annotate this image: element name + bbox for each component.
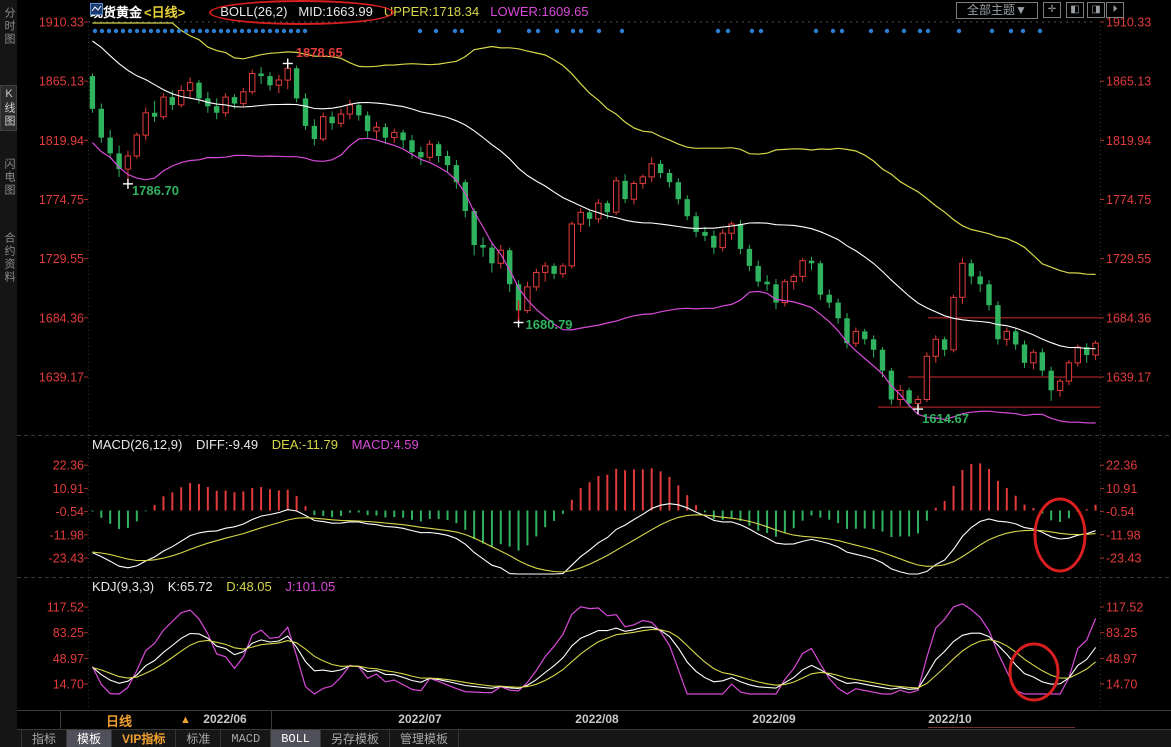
kdj-panel-header: KDJ(9,3,3) K:65.72 D:48.05 J:101.05 [92,579,345,595]
svg-text:-0.54: -0.54 [56,505,85,519]
sidebar-item-timeshare[interactable]: 分时图 [3,7,15,46]
svg-text:22.36: 22.36 [1106,459,1137,473]
kdj-j-value: J:101.05 [285,579,336,594]
annotation-markers [122,58,924,415]
tab-标准[interactable]: 标准 [176,730,222,747]
macd-value: MACD:4.59 [351,437,419,452]
svg-text:117.52: 117.52 [1106,601,1143,615]
tab-VIP指标[interactable]: VIP指标 [112,730,177,747]
svg-text:48.97: 48.97 [1106,652,1137,666]
svg-text:117.52: 117.52 [47,601,84,615]
price-annotation-low-1: 1786.70 [131,182,179,198]
price-annotation-low-3: 1614.67 [922,411,970,427]
date-axis-row [17,710,1171,730]
svg-text:1819.94: 1819.94 [39,134,84,148]
svg-text:1819.94: 1819.94 [1106,134,1151,148]
tab-指标[interactable]: 指标 [21,730,68,747]
svg-text:1729.55: 1729.55 [39,252,84,266]
macd-diff-value: DIFF:-9.49 [195,437,259,452]
macd-histogram [91,463,1097,551]
svg-text:83.25: 83.25 [53,626,84,640]
x-axis-date-label: 2022/08 [575,712,619,726]
svg-text:-23.43: -23.43 [1106,552,1141,566]
svg-text:-11.98: -11.98 [1106,528,1141,542]
svg-text:-0.54: -0.54 [1106,505,1135,519]
macd-axis-labels: 22.36 22.36 10.91 10.91 -0.54 -0.54 -11.98 -11.… [49,459,1142,566]
symbol-name: 现货黄金 [90,4,143,20]
svg-text:48.97: 48.97 [53,652,84,666]
panel-expand-icon-button[interactable]: ⏵ [1106,2,1124,18]
kdj-k-value: K:65.72 [167,579,213,594]
sidebar-item-lightning[interactable]: 闪电图 [3,158,15,197]
chart-header: 现货黄金 <日线> BOLL(26,2) MID:1663.99 UPPER:1… [90,3,589,20]
svg-text:14.70: 14.70 [53,677,84,691]
svg-text:1865.13: 1865.13 [39,75,84,89]
tab-另存模板[interactable]: 另存模板 [321,730,391,747]
indicator-icon [90,3,209,17]
svg-text:1729.55: 1729.55 [1106,252,1151,266]
tab-BOLL[interactable]: BOLL [271,730,322,747]
boll-indicator-label: BOLL(26,2) [220,3,288,19]
kdj-axis-labels: 117.52 117.52 83.25 83.25 48.97 48.97 14.70 14.… [47,601,1144,692]
period-label: 日线 [106,713,133,729]
svg-text:1774.75: 1774.75 [39,193,84,207]
boll-lower-value: LOWER:1609.65 [490,3,589,19]
x-axis-date-label: 2022/10 [928,712,972,726]
grid-lines [17,21,1171,728]
left-sidebar: 分时图 K线图 闪电图 合约资料 [0,0,18,747]
svg-text:1774.75: 1774.75 [1106,193,1151,207]
event-dot-markers [92,28,1043,34]
kdj-label: KDJ(9,3,3) [92,579,155,594]
scale-right-icon-button[interactable]: ◨ [1087,2,1105,18]
boll-bands [91,22,1096,424]
boll-upper-value: UPPER:1718.34 [383,3,480,19]
tab-MACD[interactable]: MACD [221,730,272,747]
svg-text:10.91: 10.91 [1106,482,1137,496]
svg-text:1910.33: 1910.33 [39,16,84,30]
macd-dea-value: DEA:-11.79 [271,437,338,452]
scale-left-icon-button[interactable]: ◧ [1066,2,1084,18]
svg-text:1865.13: 1865.13 [1106,75,1151,89]
svg-text:1639.17: 1639.17 [39,371,84,385]
candles [89,63,1099,410]
tab-管理模板[interactable]: 管理模板 [390,730,460,747]
tab-模板[interactable]: 模板 [67,730,113,747]
svg-text:1684.36: 1684.36 [1106,311,1151,325]
svg-text:1910.33: 1910.33 [1106,16,1151,30]
sidebar-item-kline[interactable]: K线图 [0,85,17,131]
svg-text:22.36: 22.36 [53,459,84,473]
macd-label: MACD(26,12,9) [92,437,183,452]
theme-dropdown-button[interactable]: 全部主题▼ [956,2,1038,19]
svg-text:1684.36: 1684.36 [39,311,84,325]
period-up-arrow-icon: ▲ [180,714,191,726]
price-axis-labels: 1910.33 1910.33 1865.13 1865.13 1819.94 1819.… [39,16,1151,385]
bottom-tab-bar: 指标 模板 VIP指标 标准 MACD BOLL 另存模板 管理模板 [17,729,1171,747]
svg-text:-11.98: -11.98 [49,528,84,542]
sidebar-item-contract-info[interactable]: 合约资料 [3,232,15,284]
period-tag: <日线> [144,4,186,20]
period-selector[interactable]: 日线 ▲ [60,711,272,729]
svg-text:1639.17: 1639.17 [1106,371,1151,385]
svg-text:-23.43: -23.43 [49,552,84,566]
price-annotation-low-2: 1680.79 [525,316,573,332]
x-axis-date-label: 2022/07 [398,712,442,726]
macd-lines [92,503,1096,575]
red-ellipse-annotations [1008,497,1087,702]
boll-mid-value: MID:1663.99 [298,3,373,19]
price-annotation-high: 1878.65 [295,45,343,61]
svg-text:10.91: 10.91 [53,482,84,496]
macd-panel-header: MACD(26,12,9) DIFF:-9.49 DEA:-11.79 MACD… [92,437,429,453]
x-axis-date-label: 2022/06 [203,712,247,726]
svg-text:14.70: 14.70 [1106,677,1137,691]
crosshair-icon-button[interactable]: ✛ [1043,2,1061,18]
kdj-d-value: D:48.05 [226,579,272,594]
x-axis-date-label: 2022/09 [752,712,796,726]
kdj-lines [91,603,1097,695]
svg-text:83.25: 83.25 [1106,626,1137,640]
